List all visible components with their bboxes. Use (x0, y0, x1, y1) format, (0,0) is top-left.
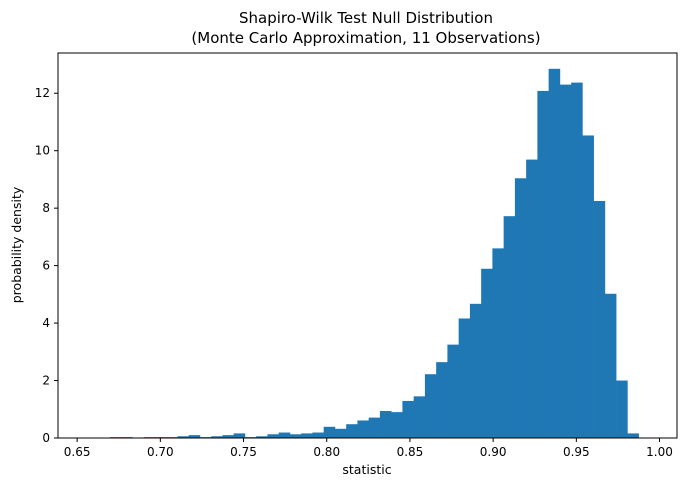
y-tick-label: 8 (42, 201, 50, 215)
histogram-bar (211, 436, 223, 438)
histogram-bar (289, 434, 302, 438)
histogram-bar (548, 68, 561, 439)
histogram-bar (458, 318, 471, 438)
histogram-bar (447, 344, 459, 438)
x-tick-label: 0.80 (313, 445, 340, 459)
y-axis-ticks: 0 2 4 6 8 10 12 (35, 86, 58, 445)
x-tick-label: 1.00 (646, 445, 673, 459)
histogram-bar (616, 380, 628, 438)
x-tick-label: 0.65 (64, 445, 91, 459)
x-tick-label: 0.90 (480, 445, 507, 459)
histogram-bar (514, 178, 527, 438)
histogram-bar (402, 400, 414, 438)
histogram-bar (537, 90, 549, 439)
x-tick-label: 0.95 (563, 445, 590, 459)
histogram-bar (357, 420, 369, 438)
y-tick-label: 0 (42, 431, 50, 445)
x-axis-label: statistic (342, 462, 391, 477)
histogram-bar (267, 434, 279, 438)
histogram-bar (604, 293, 617, 438)
histogram-bar (323, 426, 336, 438)
histogram-bar (256, 436, 268, 438)
y-tick-label: 6 (42, 259, 50, 273)
histogram-bar (492, 248, 504, 438)
histogram-bar (481, 268, 493, 438)
y-tick-label: 12 (35, 86, 50, 100)
histogram-bars (109, 68, 639, 439)
y-tick-label: 2 (42, 374, 50, 388)
histogram-bar (177, 436, 189, 438)
histogram-bar (593, 200, 606, 438)
histogram-bar (424, 374, 437, 438)
histogram-bar (582, 135, 594, 438)
x-tick-label: 0.70 (147, 445, 174, 459)
histogram-bar (413, 396, 426, 438)
histogram-bar (346, 424, 358, 438)
histogram-bar (233, 433, 246, 438)
histogram-bar (222, 435, 234, 438)
plot-frame (57, 52, 678, 439)
histogram-bar (368, 417, 381, 438)
x-tick-label: 0.85 (397, 445, 424, 459)
chart-title-line1: Shapiro-Wilk Test Null Distribution (239, 9, 493, 27)
histogram-bar (312, 432, 324, 438)
histogram-bar (469, 303, 482, 438)
y-axis-label: probability density (9, 186, 24, 303)
x-tick-label: 0.75 (230, 445, 257, 459)
histogram-bar (301, 433, 313, 438)
histogram-bar (334, 428, 347, 438)
histogram-bar (503, 216, 516, 438)
y-tick-label: 4 (42, 316, 50, 330)
histogram-bar (526, 159, 538, 438)
histogram-bar (571, 82, 583, 438)
chart-title-line2: (Monte Carlo Approximation, 11 Observati… (191, 29, 540, 47)
histogram-bar (188, 435, 201, 438)
histogram-bar (559, 84, 572, 438)
histogram-bar (379, 410, 392, 438)
x-axis-ticks: 0.65 0.70 0.75 0.80 0.85 0.90 0.95 1.00 (64, 438, 673, 459)
histogram-bar (278, 432, 291, 438)
y-tick-label: 10 (35, 144, 50, 158)
histogram-bar (436, 362, 448, 438)
histogram-bar (391, 412, 403, 438)
histogram-bar (627, 433, 639, 438)
